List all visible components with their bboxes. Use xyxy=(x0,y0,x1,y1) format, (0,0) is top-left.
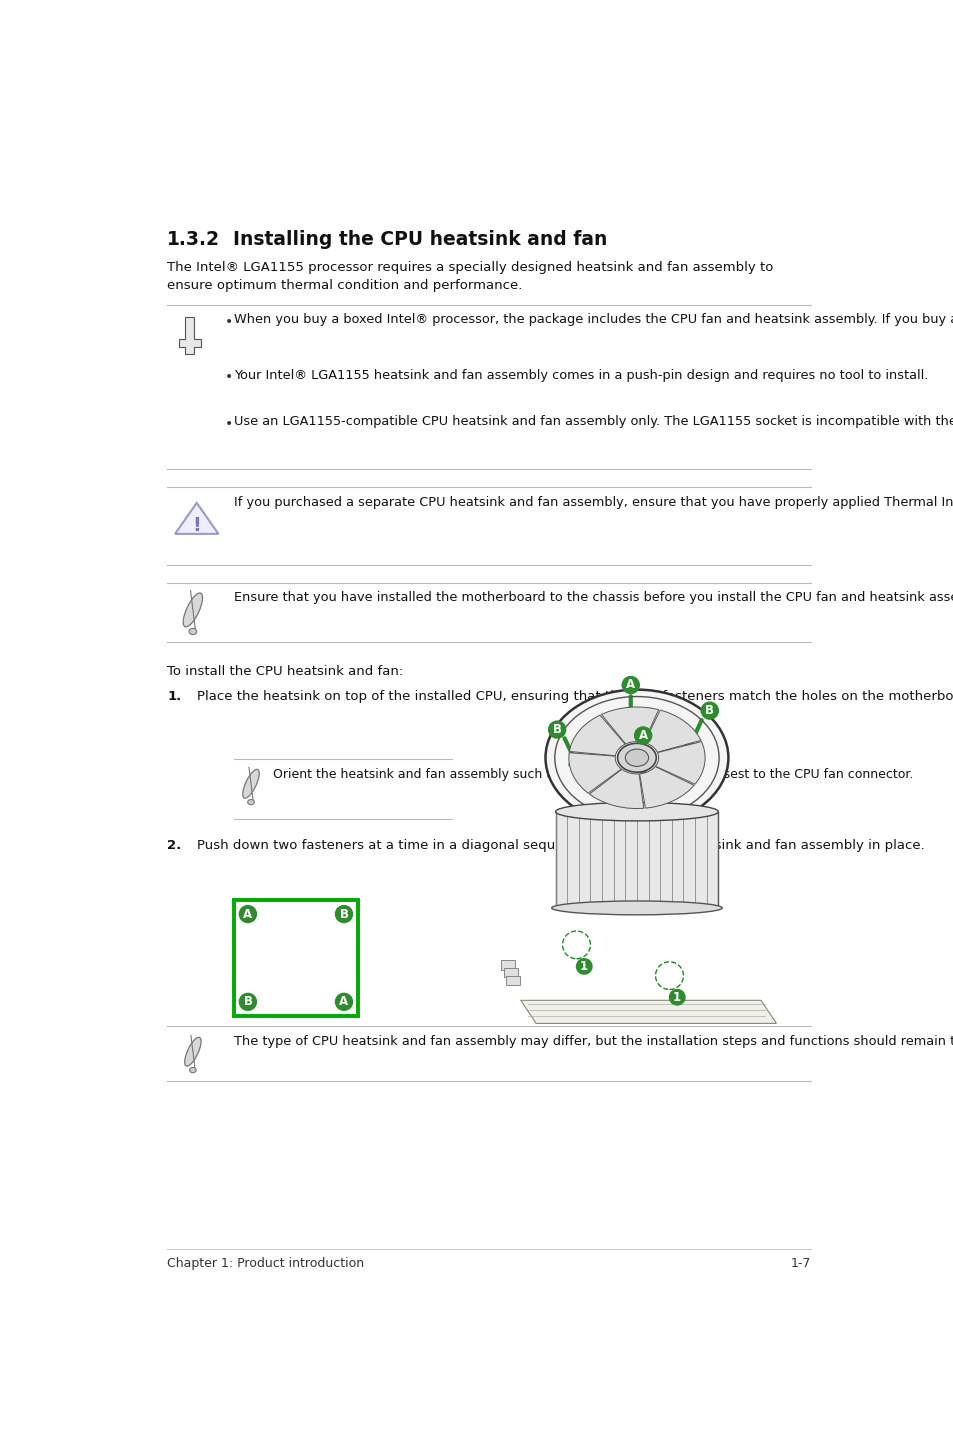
Text: A: A xyxy=(625,679,635,692)
Ellipse shape xyxy=(624,749,648,766)
Circle shape xyxy=(634,728,651,743)
Ellipse shape xyxy=(183,592,202,627)
Circle shape xyxy=(239,906,256,923)
Circle shape xyxy=(239,994,256,1011)
Ellipse shape xyxy=(617,743,656,772)
Polygon shape xyxy=(174,503,218,533)
Text: Push down two fasteners at a time in a diagonal sequence to secure the heatsink : Push down two fasteners at a time in a d… xyxy=(196,838,923,851)
Text: •: • xyxy=(224,417,233,430)
Bar xyxy=(555,811,718,907)
Text: 1: 1 xyxy=(673,991,680,1004)
Text: A: A xyxy=(638,729,647,742)
Circle shape xyxy=(621,676,639,693)
Text: To install the CPU heatsink and fan:: To install the CPU heatsink and fan: xyxy=(167,666,403,679)
Text: A: A xyxy=(339,995,348,1008)
Ellipse shape xyxy=(185,1037,201,1066)
Ellipse shape xyxy=(189,628,196,634)
Ellipse shape xyxy=(248,800,254,805)
Text: 1.: 1. xyxy=(167,690,181,703)
Text: 1.3.2: 1.3.2 xyxy=(167,230,220,249)
Polygon shape xyxy=(639,766,694,808)
Bar xyxy=(505,975,519,985)
Polygon shape xyxy=(600,707,658,743)
Text: A: A xyxy=(243,907,253,920)
Ellipse shape xyxy=(242,769,259,798)
Text: Your Intel® LGA1155 heatsink and fan assembly comes in a push-pin design and req: Your Intel® LGA1155 heatsink and fan ass… xyxy=(233,370,927,383)
Circle shape xyxy=(335,994,353,1011)
Bar xyxy=(503,968,517,978)
Text: The Intel® LGA1155 processor requires a specially designed heatsink and fan asse: The Intel® LGA1155 processor requires a … xyxy=(167,262,773,292)
Text: B: B xyxy=(552,723,561,736)
Circle shape xyxy=(669,989,684,1005)
Text: •: • xyxy=(224,315,233,329)
Polygon shape xyxy=(655,742,704,784)
FancyBboxPatch shape xyxy=(233,900,357,1015)
Text: Installing the CPU heatsink and fan: Installing the CPU heatsink and fan xyxy=(233,230,607,249)
Bar xyxy=(500,961,515,969)
Text: Ensure that you have installed the motherboard to the chassis before you install: Ensure that you have installed the mothe… xyxy=(233,591,953,604)
Text: •: • xyxy=(224,371,233,384)
Text: When you buy a boxed Intel® processor, the package includes the CPU fan and heat: When you buy a boxed Intel® processor, t… xyxy=(233,313,953,326)
Polygon shape xyxy=(568,752,620,794)
Text: B: B xyxy=(243,995,253,1008)
Circle shape xyxy=(335,906,353,923)
Text: Orient the heatsink and fan assembly such that the CPU fan cable is closest to t: Orient the heatsink and fan assembly suc… xyxy=(273,768,912,781)
Circle shape xyxy=(576,959,592,974)
Text: Chapter 1: Product introduction: Chapter 1: Product introduction xyxy=(167,1257,364,1270)
Text: The type of CPU heatsink and fan assembly may differ, but the installation steps: The type of CPU heatsink and fan assembl… xyxy=(233,1035,953,1048)
Circle shape xyxy=(548,720,565,738)
Ellipse shape xyxy=(551,902,721,915)
Ellipse shape xyxy=(555,802,718,821)
Polygon shape xyxy=(643,710,700,752)
Text: B: B xyxy=(339,907,348,920)
Text: 1-7: 1-7 xyxy=(789,1257,810,1270)
Text: Place the heatsink on top of the installed CPU, ensuring that the four fasteners: Place the heatsink on top of the install… xyxy=(196,690,953,703)
Ellipse shape xyxy=(190,1067,196,1073)
Polygon shape xyxy=(520,1001,776,1024)
Ellipse shape xyxy=(545,690,728,825)
Circle shape xyxy=(700,702,718,719)
Polygon shape xyxy=(589,769,643,808)
Text: B: B xyxy=(704,705,714,718)
Text: Use an LGA1155-compatible CPU heatsink and fan assembly only. The LGA1155 socket: Use an LGA1155-compatible CPU heatsink a… xyxy=(233,416,953,429)
Text: 1: 1 xyxy=(579,961,588,974)
Polygon shape xyxy=(179,318,200,354)
Polygon shape xyxy=(569,715,624,756)
Text: !: ! xyxy=(193,516,201,535)
Text: 2.: 2. xyxy=(167,838,181,851)
Text: If you purchased a separate CPU heatsink and fan assembly, ensure that you have : If you purchased a separate CPU heatsink… xyxy=(233,496,953,509)
